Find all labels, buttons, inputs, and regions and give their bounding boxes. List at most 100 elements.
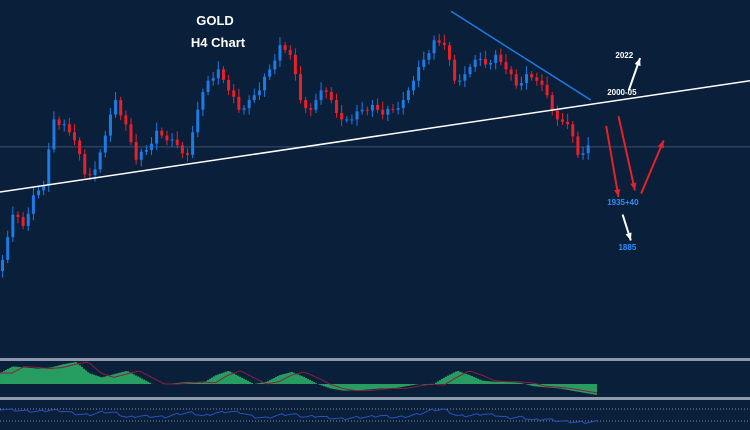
candle-up <box>360 109 364 112</box>
candle-up <box>47 149 51 186</box>
candle-up <box>586 145 590 154</box>
candle-down <box>175 139 179 146</box>
candle-up <box>432 40 436 54</box>
candle-down <box>376 104 380 110</box>
candle-up <box>242 108 246 110</box>
candle-up <box>406 90 410 101</box>
candle-down <box>483 58 487 65</box>
candle-down <box>129 124 133 142</box>
candle-down <box>365 109 369 111</box>
chart-subtitle: H4 Chart <box>191 35 246 50</box>
candle-up <box>319 90 323 101</box>
candle-down <box>340 112 344 120</box>
candle-down <box>329 91 333 101</box>
arrow-head-icon <box>630 182 637 191</box>
candle-up <box>170 139 174 141</box>
candle-down <box>545 84 549 96</box>
candle-up <box>525 74 529 84</box>
candle-up <box>257 90 261 96</box>
candle-up <box>26 213 30 226</box>
candle-up <box>386 108 390 115</box>
candle-up <box>196 109 200 133</box>
candle-down <box>571 124 575 137</box>
price-label: 1935+40 <box>607 198 639 207</box>
candle-up <box>206 80 210 92</box>
candle-up <box>11 214 15 238</box>
candle-up <box>42 185 46 191</box>
candle-down <box>309 108 313 110</box>
candle-up <box>273 60 277 70</box>
candle-down <box>334 100 338 113</box>
candle-down <box>67 124 71 133</box>
arrow-line <box>605 125 620 198</box>
candle-down <box>165 135 169 141</box>
macd-signal-line <box>0 361 598 394</box>
panel-divider <box>0 358 750 361</box>
candle-down <box>221 69 225 80</box>
candle-up <box>37 190 41 196</box>
candle-up <box>581 153 585 155</box>
candle-up <box>494 54 498 63</box>
candle-up <box>473 59 477 67</box>
candle-down <box>78 140 82 155</box>
candle-down <box>453 59 457 81</box>
candle-down <box>180 145 184 154</box>
candle-up <box>31 195 35 214</box>
candle-up <box>144 150 148 152</box>
candle-up <box>6 237 10 260</box>
candle-up <box>201 91 205 110</box>
arrow-line <box>617 115 636 191</box>
candle-down <box>293 54 297 75</box>
arrow-line <box>640 139 665 195</box>
arrow-head-icon <box>657 140 664 149</box>
candle-down <box>304 100 308 109</box>
candle-up <box>463 74 467 81</box>
candle-down <box>288 50 292 55</box>
candle-down <box>83 154 87 175</box>
rsi-line <box>0 408 598 424</box>
candle-down <box>509 69 513 75</box>
chart-title: GOLD <box>196 13 234 28</box>
candle-down <box>227 79 231 91</box>
candle-up <box>412 80 416 91</box>
candle-down <box>324 90 328 92</box>
candle-down <box>119 100 123 116</box>
candle-up <box>114 100 118 115</box>
price-label: 2022 <box>615 51 633 60</box>
candle-up <box>247 100 251 109</box>
candle-down <box>514 74 518 86</box>
candle-down <box>88 174 92 176</box>
candle-down <box>124 115 128 125</box>
candle-up <box>345 119 349 121</box>
candle-up <box>103 135 107 153</box>
candle-up <box>417 66 421 81</box>
candle-up <box>401 100 405 109</box>
candle-up <box>52 119 56 150</box>
candle-down <box>555 110 559 120</box>
candle-down <box>72 132 76 141</box>
candle-up <box>108 114 112 136</box>
candle-down <box>232 90 236 97</box>
candle-up <box>427 53 431 60</box>
candle-down <box>16 214 20 218</box>
candle-down <box>504 62 508 70</box>
candle-up <box>139 151 143 160</box>
candle-down <box>391 108 395 110</box>
candle-up <box>458 80 462 82</box>
candle-down <box>566 121 570 125</box>
candle-up <box>98 152 102 170</box>
candle-down <box>499 54 503 63</box>
arrow-head-icon <box>614 189 621 197</box>
candle-up <box>519 83 523 86</box>
candle-down <box>442 42 446 46</box>
support-trendline <box>0 79 750 193</box>
candle-down <box>540 80 544 85</box>
candle-down <box>186 153 189 155</box>
candle-up <box>191 132 195 155</box>
annotations-group: 2022 2000-05 1935+40 1885 <box>607 51 639 252</box>
candle-up <box>370 104 374 111</box>
candle-up <box>314 100 318 110</box>
candle-up <box>468 66 472 75</box>
candle-up <box>355 111 359 120</box>
price-label: 1885 <box>618 243 636 252</box>
